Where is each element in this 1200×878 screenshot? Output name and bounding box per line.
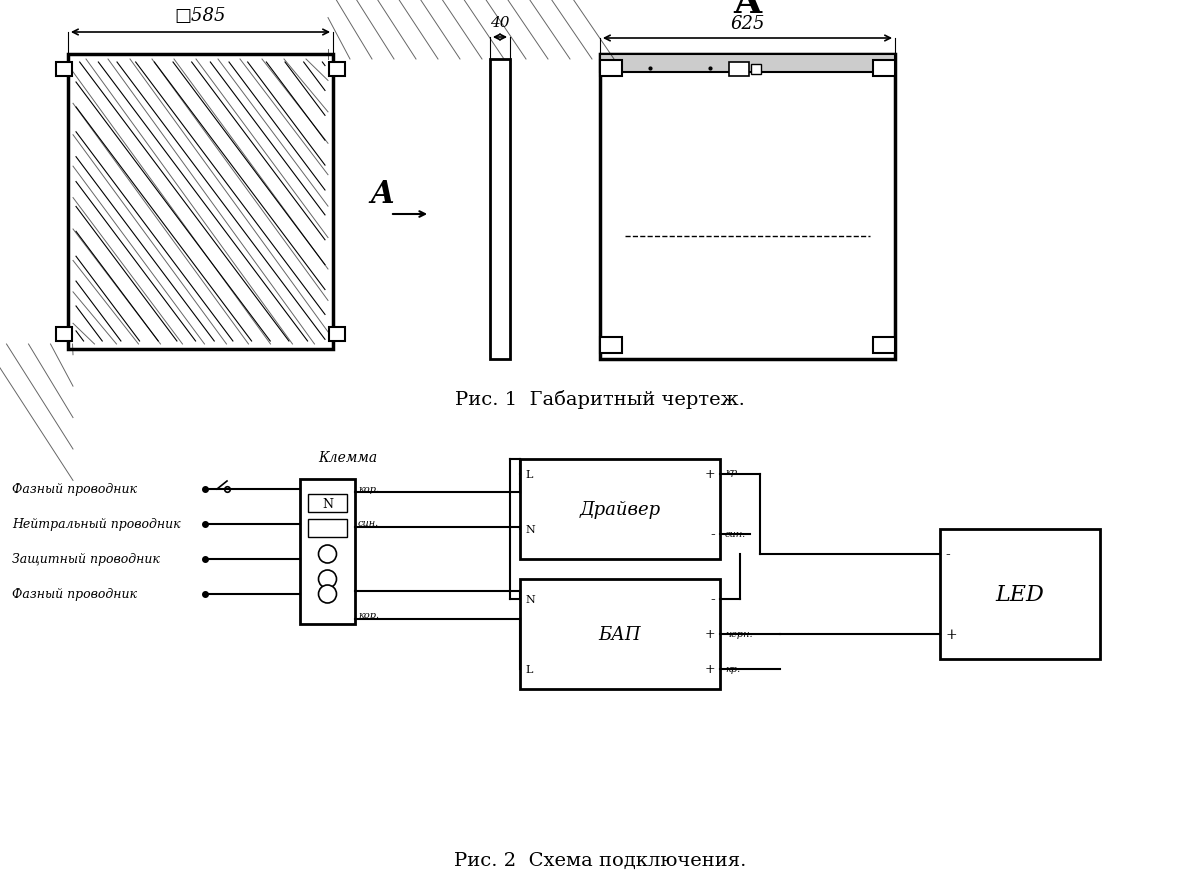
Bar [940, 529, 1100, 659]
Text: -: - [946, 547, 949, 561]
Text: L: L [526, 470, 533, 479]
Text: -: - [710, 593, 715, 607]
Bar [600, 55, 895, 360]
Bar [600, 61, 622, 77]
Bar [874, 61, 895, 77]
Text: +: + [704, 628, 715, 641]
Bar [56, 63, 72, 77]
Text: Фазный проводник: Фазный проводник [12, 483, 137, 496]
Text: кор.: кор. [358, 611, 379, 620]
Bar [300, 479, 355, 624]
Text: 625: 625 [731, 15, 764, 33]
Text: Защитный проводник: Защитный проводник [12, 553, 160, 565]
Text: кор.: кор. [358, 485, 379, 494]
Circle shape [318, 571, 336, 588]
Text: Клемма: Клемма [318, 450, 377, 464]
Text: -: - [710, 528, 715, 542]
Text: черн.: черн. [725, 630, 752, 639]
Text: Фазный проводник: Фазный проводник [12, 588, 137, 601]
Circle shape [318, 586, 336, 603]
Text: син.: син. [725, 530, 746, 539]
Text: кр.: кр. [725, 665, 740, 673]
Text: Рис. 2  Схема подключения.: Рис. 2 Схема подключения. [454, 851, 746, 869]
Text: Нейтральный проводник: Нейтральный проводник [12, 518, 181, 531]
Text: A: A [733, 0, 762, 20]
Text: LED: LED [996, 583, 1044, 605]
Bar [600, 55, 895, 73]
Bar [600, 338, 622, 354]
Text: L: L [526, 665, 533, 674]
Circle shape [318, 545, 336, 564]
Text: син.: син. [358, 519, 379, 528]
Bar [308, 494, 347, 513]
Text: БАП: БАП [599, 625, 641, 644]
Bar [68, 55, 334, 349]
Bar [490, 60, 510, 360]
Bar [874, 338, 895, 354]
Text: N: N [526, 524, 535, 535]
Text: +: + [704, 468, 715, 481]
Text: +: + [946, 627, 956, 641]
Text: кр.: кр. [725, 468, 740, 477]
Text: Рис. 1  Габаритный чертеж.: Рис. 1 Габаритный чертеж. [455, 390, 745, 408]
Bar [308, 520, 347, 537]
Text: N: N [322, 498, 334, 511]
Bar [520, 579, 720, 689]
Bar [751, 65, 761, 75]
Text: A: A [370, 179, 394, 210]
Text: +: + [704, 663, 715, 676]
Bar [329, 63, 346, 77]
Text: N: N [526, 594, 535, 604]
Bar [329, 327, 346, 342]
Bar [56, 327, 72, 342]
Bar [730, 63, 749, 77]
Text: Драйвер: Драйвер [580, 500, 660, 518]
Text: □585: □585 [175, 7, 227, 25]
Bar [520, 459, 720, 559]
Text: 40: 40 [491, 16, 510, 30]
